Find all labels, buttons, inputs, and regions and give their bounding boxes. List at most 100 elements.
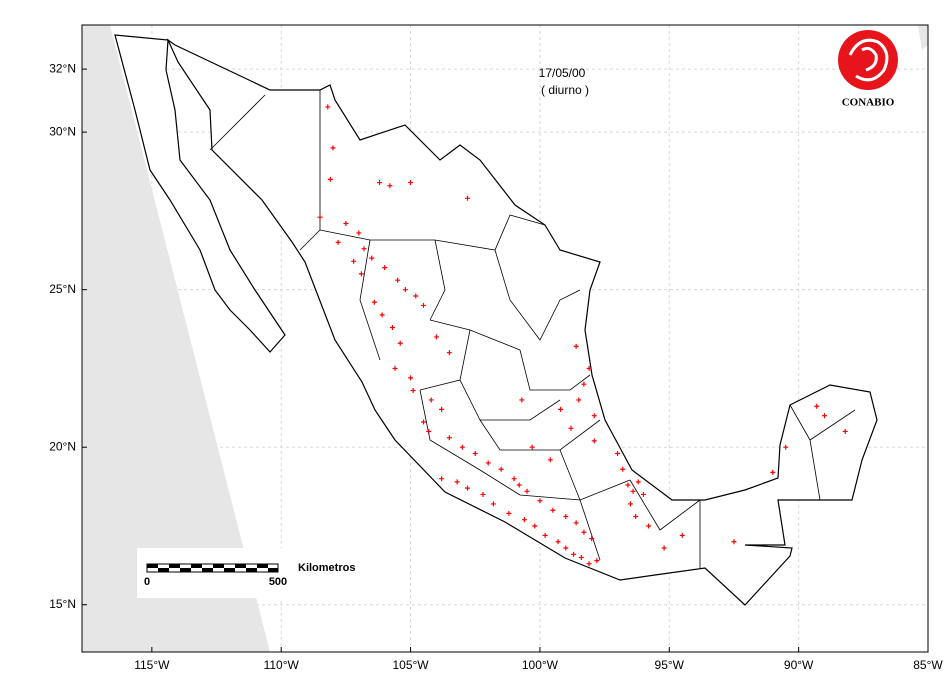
x-tick-label: 115°W [134, 658, 170, 672]
hotspot [633, 514, 639, 520]
hotspot [524, 488, 530, 494]
hotspot [576, 397, 582, 403]
hotspot [563, 545, 569, 551]
y-tick-label: 32°N [49, 61, 76, 75]
hotspots [317, 104, 848, 567]
hotspot [537, 498, 543, 504]
hotspot [555, 539, 561, 545]
hotspot [578, 554, 584, 560]
hotspot [573, 520, 579, 526]
y-tick-label: 15°N [49, 597, 76, 611]
hotspot [640, 491, 646, 497]
period-label: ( diurno ) [541, 83, 589, 97]
hotspot [814, 403, 820, 409]
hotspot [464, 485, 470, 491]
hotspot [343, 220, 349, 226]
hotspot [369, 255, 375, 261]
hotspot [661, 545, 667, 551]
x-tick-label: 100°W [522, 658, 559, 672]
scale-box [137, 548, 367, 598]
hotspot [459, 444, 465, 450]
hotspot [586, 561, 592, 567]
date-label: 17/05/00 [539, 66, 586, 80]
hotspot [327, 176, 333, 182]
hotspot [589, 536, 595, 542]
hotspot [421, 419, 427, 425]
hotspot [498, 466, 504, 472]
hotspot [413, 293, 419, 299]
hotspot [408, 180, 414, 186]
hotspot [446, 435, 452, 441]
hotspot [511, 476, 517, 482]
hotspot [387, 183, 393, 189]
state-borders [209, 90, 856, 568]
hotspot [571, 551, 577, 557]
x-tick-label: 110°W [264, 658, 300, 672]
hotspot [550, 507, 556, 513]
hotspot [506, 510, 512, 516]
hotspot [573, 343, 579, 349]
x-tick-label: 105°W [392, 658, 429, 672]
y-tick-label: 20°N [49, 439, 76, 453]
hotspot [625, 482, 631, 488]
hotspot [627, 501, 633, 507]
hotspot [586, 365, 592, 371]
logo-label: CONABIO [842, 97, 895, 109]
hotspot [529, 444, 535, 450]
mexico-mainland [166, 38, 878, 606]
scale-bar [146, 563, 279, 573]
baja-california [114, 34, 286, 353]
hotspot [842, 428, 848, 434]
hotspot [397, 340, 403, 346]
hotspot [519, 397, 525, 403]
hotspot [395, 277, 401, 283]
ocean-shade [82, 25, 270, 652]
hotspot [630, 488, 636, 494]
hotspot [558, 406, 564, 412]
hotspot [433, 334, 439, 340]
hotspot [392, 365, 398, 371]
hotspot [591, 438, 597, 444]
y-tick-label: 25°N [49, 282, 76, 296]
hotspot [351, 258, 357, 264]
y-tick-label: 30°N [49, 124, 76, 138]
hotspot [379, 312, 385, 318]
hotspot [389, 324, 395, 330]
hotspot [371, 299, 377, 305]
hotspot [532, 523, 538, 529]
logo [838, 30, 898, 90]
hotspot [822, 413, 828, 419]
hotspot [426, 428, 432, 434]
hotspot [358, 271, 364, 277]
hotspot [568, 425, 574, 431]
hotspot [591, 413, 597, 419]
hotspot [581, 381, 587, 387]
scale-unit: Kilometros [298, 562, 355, 574]
hotspot [317, 214, 323, 220]
hotspot [646, 523, 652, 529]
hotspot [325, 104, 331, 110]
hotspot [521, 517, 527, 523]
hotspot [594, 558, 600, 564]
hotspot [542, 532, 548, 538]
hotspot [402, 287, 408, 293]
hotspot [472, 451, 478, 457]
x-tick-label: 95°W [655, 658, 685, 672]
hotspot [679, 532, 685, 538]
hotspot [454, 479, 460, 485]
hotspot [382, 265, 388, 271]
hotspot [615, 451, 621, 457]
ocean-shade [918, 25, 928, 50]
hotspot [408, 375, 414, 381]
hotspot [356, 230, 362, 236]
frame [81, 24, 929, 653]
hotspot [490, 501, 496, 507]
hotspot [421, 302, 427, 308]
hotspot [377, 180, 383, 186]
hotspot [439, 406, 445, 412]
scale-start: 0 [144, 576, 150, 588]
hotspot [635, 479, 641, 485]
hotspot [770, 469, 776, 475]
hotspot [547, 457, 553, 463]
